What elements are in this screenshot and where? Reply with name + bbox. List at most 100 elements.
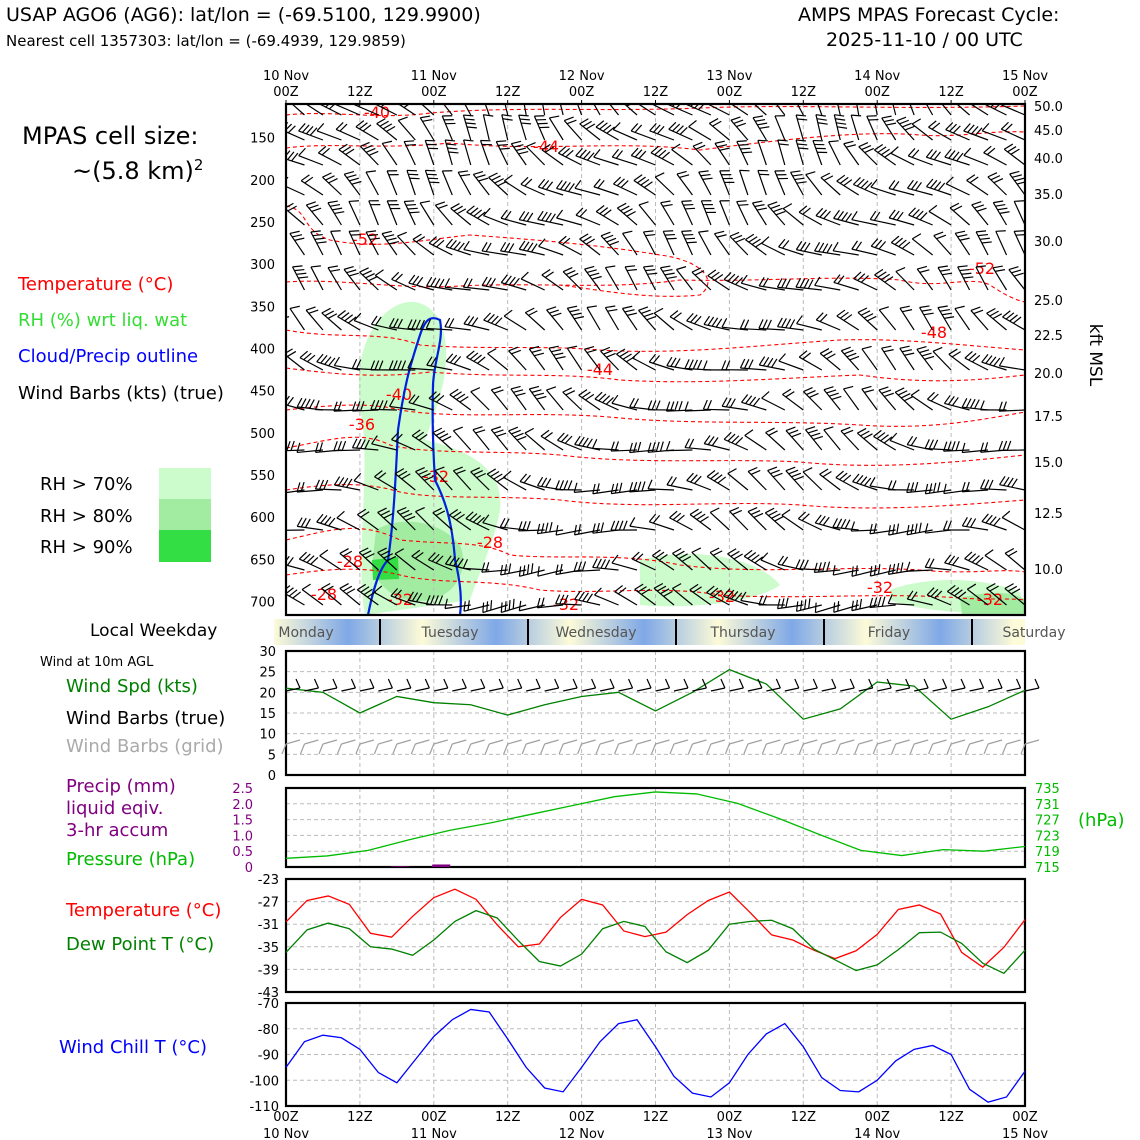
- surface-barb-true: [960, 678, 966, 689]
- wind-barb-shaft: [962, 525, 989, 531]
- wind-barb-flag: [681, 230, 692, 232]
- wind-barb-shaft: [814, 284, 841, 291]
- wind-barb-flag: [296, 442, 301, 453]
- wind-barb-flag: [526, 141, 536, 148]
- wind-barb-flag: [630, 147, 639, 156]
- wind-barb-flag: [831, 395, 842, 401]
- wind-barb-flag: [380, 550, 390, 556]
- wind-barb-flag: [853, 271, 862, 280]
- wind-barb-flag: [325, 104, 330, 108]
- wind-barb-flag: [530, 563, 534, 574]
- wind-barb-flag: [380, 510, 390, 516]
- wind-barb-flag: [419, 319, 425, 330]
- wind-barb-flag: [574, 590, 581, 600]
- wind-barb-flag: [544, 431, 553, 439]
- wind-barb-flag: [555, 480, 560, 490]
- wind-barb-flag: [559, 181, 567, 190]
- wind-barb-shaft: [286, 404, 305, 411]
- wind-barb-flag: [743, 319, 750, 330]
- wind-barb-shaft: [339, 587, 361, 606]
- wind-barb-shaft: [525, 146, 546, 166]
- wind-barb-flag: [975, 265, 986, 268]
- wind-barb-flag: [609, 240, 620, 246]
- surface-barb-grid: [987, 739, 1003, 745]
- wind-barb-flag: [785, 597, 789, 608]
- wind-barb-flag: [629, 442, 633, 453]
- wind-barb-flag: [472, 426, 483, 431]
- wind-barb-flag: [1011, 174, 1022, 178]
- wind-barb-shaft: [744, 435, 767, 451]
- wind-barb-flag: [712, 120, 722, 127]
- wind-barb-flag: [832, 565, 836, 576]
- wind-barb-flag: [490, 315, 499, 324]
- wind-barb-flag: [264, 483, 266, 493]
- wind-barbs-true-label: Wind Barbs (true): [66, 708, 226, 729]
- surface-barb-grid: [692, 739, 707, 745]
- wind-barb-flag: [462, 559, 469, 569]
- wind-barb-shaft: [753, 104, 767, 116]
- surface-barb-grid: [840, 739, 855, 745]
- wind-barb-flag: [538, 238, 546, 247]
- wind-barb-flag: [781, 278, 787, 288]
- wind-barb-shaft: [548, 117, 564, 141]
- wind-barb-flag: [855, 599, 858, 610]
- wind-barb-flag: [654, 147, 663, 156]
- wind-barb-flag: [660, 588, 670, 595]
- rh-region: [960, 592, 1025, 615]
- pressure-tick-label: 150: [250, 132, 275, 147]
- surface-barb-grid: [447, 743, 453, 755]
- wind-barb-flag: [541, 143, 551, 151]
- wind-barb-flag: [757, 122, 768, 126]
- wind-barb-flag: [819, 348, 830, 354]
- wind-barb-flag: [802, 467, 813, 473]
- wind-barb-flag: [583, 150, 591, 160]
- wind-barb-flag: [366, 230, 377, 233]
- wind-barb-flag: [426, 276, 433, 287]
- wind-barb-flag: [805, 171, 816, 176]
- wind-barb-flag: [726, 589, 735, 598]
- wind-barb-flag: [522, 94, 532, 96]
- wind-barb-shaft: [963, 154, 989, 166]
- surface-barb-true: [599, 687, 615, 692]
- wind-barb-flag: [750, 469, 761, 475]
- wind-barb-flag: [873, 211, 881, 221]
- wind-barb-flag: [312, 233, 323, 237]
- surface-barb-grid: [636, 739, 652, 745]
- surface-barb-grid: [965, 743, 971, 755]
- wind-barb-flag: [971, 354, 981, 363]
- rh-swatch-70: [159, 468, 211, 500]
- surface-barb-grid: [932, 739, 947, 745]
- wind-barb-flag: [298, 147, 306, 157]
- wind-barb-flag: [1004, 547, 1015, 554]
- wind-barb-flag: [725, 360, 731, 370]
- surface-barb-true: [831, 678, 837, 689]
- wind-barb-shaft: [592, 447, 619, 451]
- wind-barb-flag: [381, 230, 392, 235]
- wind-barb-flag: [951, 397, 959, 406]
- wind-barb-flag: [836, 174, 846, 182]
- wind-barb-flag: [351, 438, 358, 448]
- wind-barb-flag: [330, 230, 341, 232]
- wind-barb-flag: [486, 601, 489, 612]
- wind-barb-flag: [598, 393, 607, 402]
- wind-barb-flag: [725, 397, 732, 408]
- wind-barb-flag: [369, 237, 381, 241]
- wind-barb-flag: [1014, 177, 1025, 182]
- wind-barb-flag: [362, 144, 373, 150]
- wind-barb-shaft: [335, 104, 361, 116]
- wind-barb-flag: [672, 548, 682, 554]
- wind-barb-flag: [643, 181, 653, 188]
- wind-barb-flag: [776, 278, 783, 288]
- wind-barb-shaft: [520, 278, 545, 291]
- wind-barb-flag: [936, 234, 947, 240]
- wind-barb-flag: [762, 277, 769, 287]
- wind-barb-flag: [394, 589, 402, 598]
- wind-barb-shaft: [462, 139, 472, 166]
- wind-barb-flag: [904, 395, 914, 402]
- wind-barb-flag: [710, 271, 720, 279]
- wind-barb-flag: [518, 566, 522, 577]
- surface-barb-grid: [540, 743, 546, 755]
- wind-barb-flag: [579, 233, 589, 240]
- wind-barb-flag: [947, 396, 955, 405]
- wind-barb-shaft: [843, 388, 860, 411]
